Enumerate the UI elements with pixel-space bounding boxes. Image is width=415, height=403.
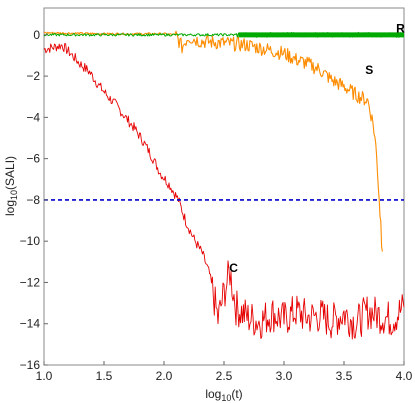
y-tick-label: −14	[20, 317, 41, 331]
y-tick-label: −10	[20, 234, 41, 248]
y-tick-label: −4	[26, 110, 40, 124]
curve-label-c: C	[229, 261, 238, 275]
y-axis-title: log10(SALI)	[3, 156, 19, 216]
curve-label-r: R	[396, 22, 405, 36]
labels-layer: C S R	[229, 22, 405, 275]
x-tick-label: 3.5	[336, 369, 353, 383]
curve-label-s: S	[365, 63, 373, 77]
x-axis-title: log10(t)	[205, 387, 242, 403]
ticks-layer: 1.0 1.5 2.0 2.5 3.0 3.5 4.0 0 −2 −4 −6 −8 −10 −12 −14 −…	[20, 28, 413, 383]
series-line-s	[43, 30, 383, 252]
y-tick-label: −16	[20, 358, 41, 372]
y-tick-label: −12	[20, 275, 41, 289]
y-tick-label: −6	[26, 152, 40, 166]
x-tick-label: 3.0	[276, 369, 293, 383]
y-tick-label: −2	[26, 69, 40, 83]
x-tick-label: 1.0	[36, 369, 53, 383]
x-tick-label: 2.5	[216, 369, 233, 383]
series-layer	[43, 30, 405, 340]
x-tick-label: 2.0	[156, 369, 173, 383]
series-line-c	[43, 42, 405, 340]
y-tick-label: 0	[33, 28, 40, 42]
x-tick-label: 1.5	[96, 369, 113, 383]
y-tick-label: −8	[26, 193, 40, 207]
plot-frame	[43, 7, 405, 366]
x-tick-label: 4.0	[396, 369, 413, 383]
